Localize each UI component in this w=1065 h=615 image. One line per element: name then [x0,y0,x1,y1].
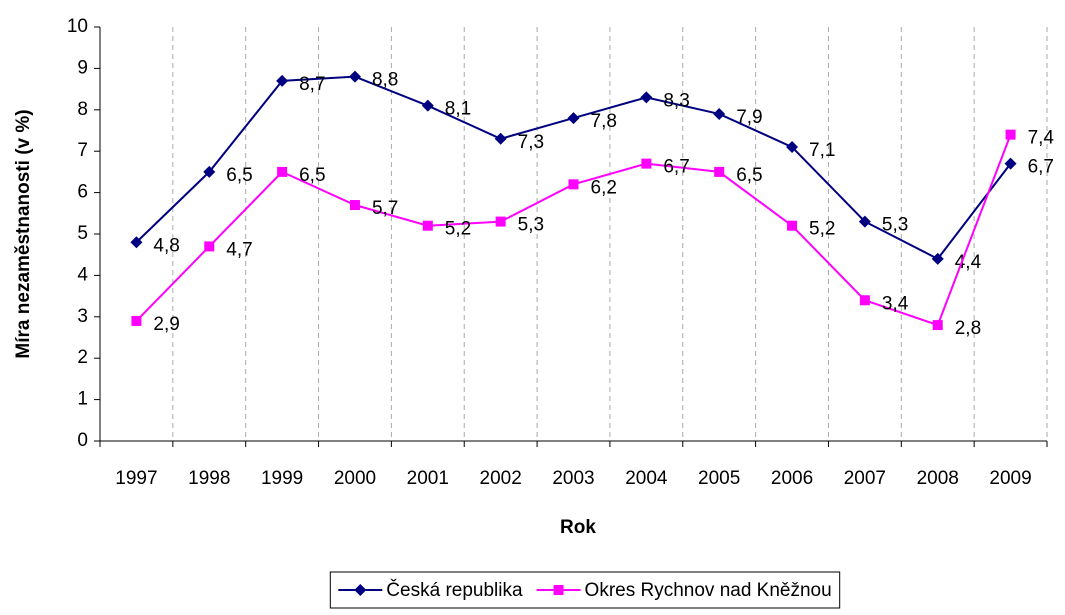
data-label: 7,9 [736,107,762,128]
marker [858,215,871,228]
x-axis-label: Rok [560,517,596,538]
legend: Česká republika Okres Rychnov nad Kněžnou [329,571,841,609]
data-label: 3,4 [882,293,909,314]
marker [277,166,288,177]
legend-box [329,571,841,609]
marker [422,220,433,231]
data-label: 4,8 [153,235,179,256]
y-tick-label: 6 [77,182,88,203]
marker [348,70,361,83]
marker [567,112,580,125]
x-tick-label: 2000 [334,468,376,489]
marker [714,166,725,177]
x-tick-label: 2004 [625,468,668,489]
data-label: 7,3 [518,132,544,153]
x-tick-label: 2008 [917,468,959,489]
marker [859,295,870,306]
data-label: 5,7 [372,198,398,219]
marker [932,320,943,331]
series-line [135,75,1012,261]
data-label: 7,8 [591,111,617,132]
marker [931,252,944,265]
y-axis-label: Míra nezaměstnanosti (v %) [13,109,34,358]
x-tick-label: 2007 [844,468,886,489]
data-label: 5,3 [518,215,544,236]
data-label: 4,7 [226,239,252,260]
marker [131,315,142,326]
data-label: 6,7 [1028,157,1054,178]
x-tick-label: 2006 [771,468,813,489]
marker [495,216,506,227]
y-tick-label: 1 [77,389,88,410]
data-label: 6,7 [663,157,689,178]
data-label: 7,4 [1028,128,1055,149]
x-tick-label: 2003 [552,468,594,489]
marker [553,585,564,595]
data-label: 5,3 [882,215,908,236]
data-label: 6,5 [736,165,762,186]
marker [130,236,143,249]
y-tick-label: 0 [77,430,88,451]
marker [786,141,799,154]
data-label: 7,1 [809,140,835,161]
legend-label: Česká republika [386,579,523,601]
data-label: 6,5 [226,165,252,186]
y-tick-label: 5 [77,223,88,244]
data-label: 4,4 [955,252,982,273]
x-tick-label: 1997 [115,468,157,489]
marker [354,584,367,596]
marker [640,91,653,104]
marker [787,220,798,231]
marker [1005,129,1016,140]
data-label: 8,7 [299,74,325,95]
marker [568,179,579,190]
data-label: 5,2 [809,219,835,240]
marker [641,158,652,169]
legend-label: Okres Rychnov nad Kněžnou [585,580,832,601]
marker [204,241,215,252]
marker [203,165,216,178]
y-tick-label: 9 [77,57,88,78]
data-label: 6,2 [591,177,617,198]
marker [276,74,289,87]
y-tick-label: 3 [77,306,88,327]
x-tick-label: 2009 [989,468,1031,489]
y-tick-label: 2 [77,347,88,368]
x-tick-label: 2005 [698,468,740,489]
x-tick-label: 2002 [480,468,522,489]
data-label: 5,2 [445,219,471,240]
data-label: 8,3 [663,90,689,111]
marker [1004,157,1017,170]
marker [713,107,726,120]
y-tick-label: 4 [77,264,88,285]
marker [349,200,360,211]
y-tick-label: 10 [67,16,88,37]
y-tick-label: 7 [77,140,88,161]
x-tick-label: 1998 [188,468,230,489]
data-label: 6,5 [299,165,325,186]
marker [421,99,434,112]
y-tick-label: 8 [77,99,88,120]
data-label: 2,9 [153,314,179,335]
x-tick-label: 1999 [261,468,303,489]
marker [494,132,507,145]
data-label: 8,8 [372,70,398,91]
x-tick-label: 2001 [407,468,449,489]
data-label: 2,8 [955,318,981,339]
data-label: 8,1 [445,99,471,120]
